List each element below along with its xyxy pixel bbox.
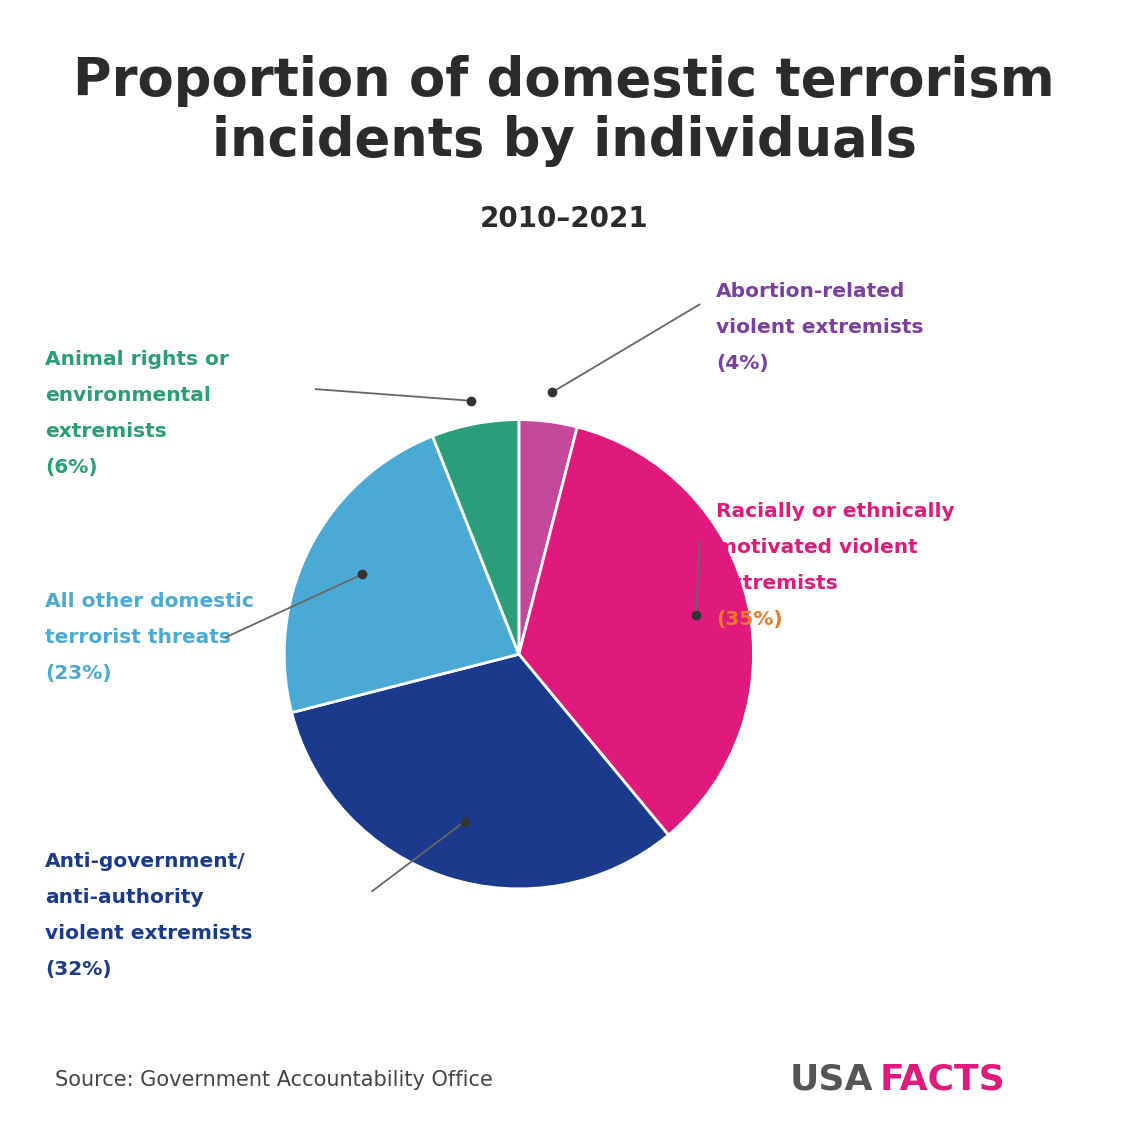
Text: Racially or ethnically: Racially or ethnically <box>716 502 955 521</box>
Text: (32%): (32%) <box>45 960 112 979</box>
Text: (6%): (6%) <box>45 458 98 477</box>
Text: Animal rights or: Animal rights or <box>45 350 229 369</box>
Wedge shape <box>432 420 519 654</box>
Text: USA: USA <box>790 1063 873 1098</box>
Text: terrorist threats: terrorist threats <box>45 628 231 647</box>
Text: FACTS: FACTS <box>880 1063 1006 1098</box>
Text: (35%): (35%) <box>716 610 783 629</box>
Text: 2010–2021: 2010–2021 <box>479 205 649 233</box>
Wedge shape <box>292 654 669 889</box>
Text: extremists: extremists <box>716 574 838 593</box>
Wedge shape <box>519 420 578 654</box>
Text: violent extremists: violent extremists <box>45 924 253 943</box>
Text: All other domestic: All other domestic <box>45 592 254 611</box>
Text: extremists: extremists <box>45 422 167 441</box>
Text: (23%): (23%) <box>45 664 112 684</box>
Text: Abortion-related: Abortion-related <box>716 282 906 301</box>
Text: Source: Government Accountability Office: Source: Government Accountability Office <box>55 1070 493 1090</box>
Wedge shape <box>519 428 754 835</box>
Text: Anti-government/: Anti-government/ <box>45 852 246 871</box>
Text: (4%): (4%) <box>716 354 769 373</box>
Text: violent extremists: violent extremists <box>716 318 924 337</box>
Text: Proportion of domestic terrorism
incidents by individuals: Proportion of domestic terrorism inciden… <box>73 55 1055 167</box>
Wedge shape <box>284 437 519 713</box>
Text: environmental: environmental <box>45 386 211 405</box>
Text: anti-authority: anti-authority <box>45 888 204 907</box>
Text: motivated violent: motivated violent <box>716 538 918 557</box>
